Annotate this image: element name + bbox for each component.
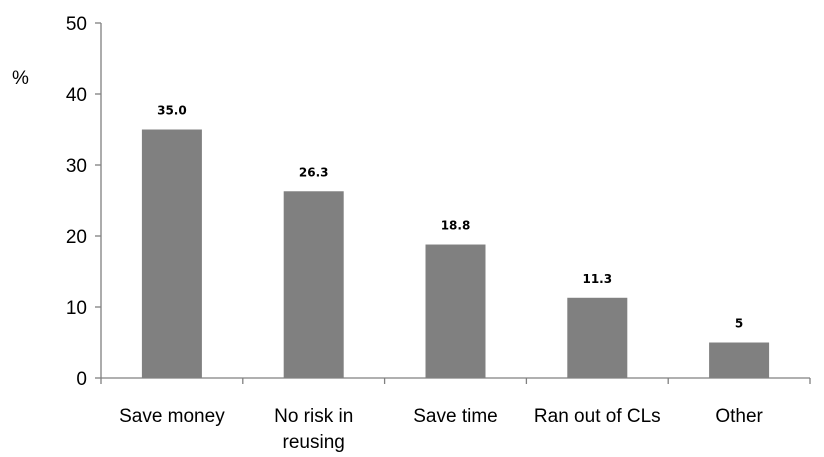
bar bbox=[141, 129, 202, 378]
bar bbox=[283, 191, 344, 378]
category-label: Save money bbox=[119, 406, 225, 427]
category-label-line: Ran out of CLs bbox=[534, 406, 661, 427]
data-labels-group: 35.0 26.3 18.8 11.3 5 bbox=[157, 104, 743, 331]
y-axis: 0 10 20 30 40 50 bbox=[66, 14, 102, 390]
category-label-line: No risk in bbox=[274, 406, 353, 427]
category-label: Other bbox=[715, 406, 763, 427]
y-tick-label: 40 bbox=[66, 85, 87, 106]
bar bbox=[709, 342, 770, 378]
data-label: 11.3 bbox=[582, 272, 612, 286]
data-label: 5 bbox=[735, 317, 743, 331]
category-label-line: Save money bbox=[119, 406, 225, 427]
x-axis bbox=[100, 377, 811, 384]
y-tick-label: 0 bbox=[76, 369, 87, 390]
category-label-line: Other bbox=[715, 406, 763, 427]
category-labels-group: Save money No risk in reusing Save time Ran … bbox=[119, 406, 763, 453]
data-label: 18.8 bbox=[441, 219, 471, 233]
bar bbox=[425, 244, 486, 378]
category-label-line: reusing bbox=[283, 432, 345, 453]
y-tick-label: 20 bbox=[66, 227, 87, 248]
bars-group bbox=[141, 129, 770, 378]
data-label: 26.3 bbox=[299, 165, 329, 179]
y-tick-label: 10 bbox=[66, 298, 87, 319]
category-label: No risk in reusing bbox=[274, 406, 353, 453]
data-label: 35.0 bbox=[157, 104, 187, 118]
category-label-line: Save time bbox=[413, 406, 497, 427]
bar bbox=[567, 297, 628, 378]
y-tick-label: 50 bbox=[66, 14, 87, 35]
category-label: Ran out of CLs bbox=[534, 406, 661, 427]
y-tick-label: 30 bbox=[66, 156, 87, 177]
y-axis-unit-label: % bbox=[12, 68, 29, 89]
category-label: Save time bbox=[413, 406, 497, 427]
